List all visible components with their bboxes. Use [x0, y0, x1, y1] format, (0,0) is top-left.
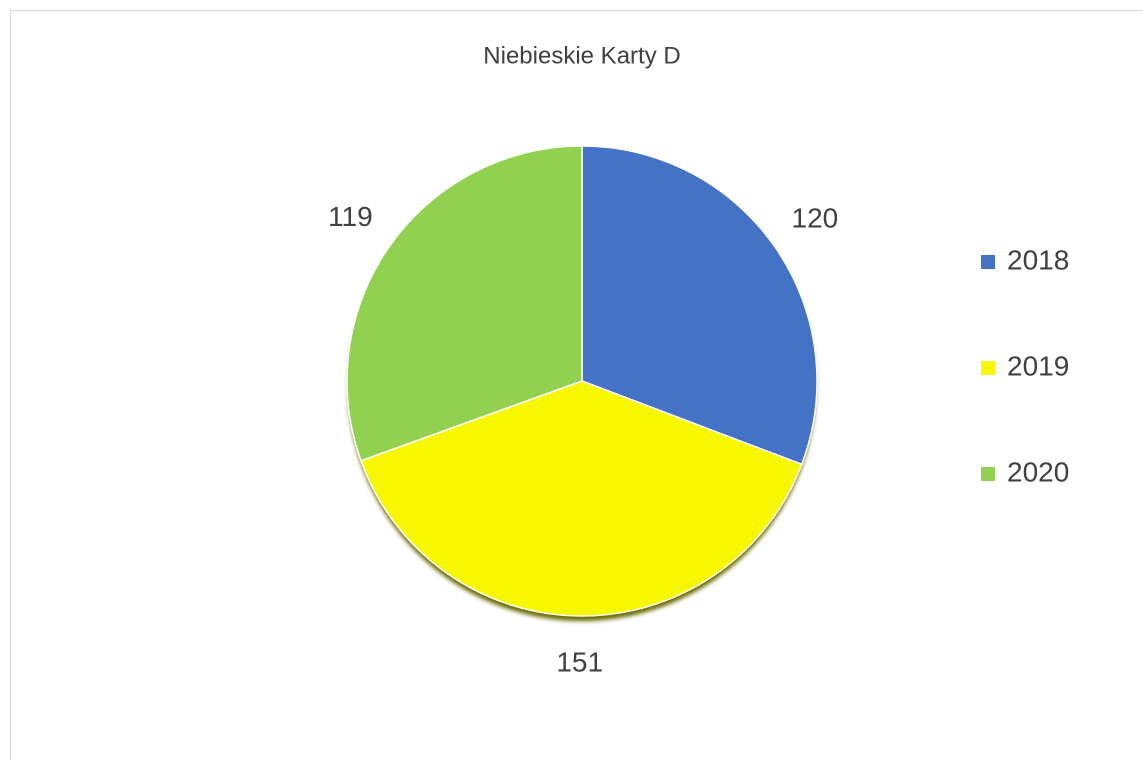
- data-label: 120: [792, 203, 839, 234]
- chart-title: Niebieskie Karty D: [483, 42, 680, 69]
- pie-slice: [581, 145, 818, 466]
- legend-label: 2018: [1007, 244, 1069, 275]
- legend-label: 2020: [1007, 456, 1069, 487]
- legend-swatch: [981, 361, 995, 375]
- data-label: 119: [328, 201, 373, 232]
- legend-swatch: [981, 255, 995, 269]
- pie-slice: [359, 380, 803, 617]
- pie-slice: [346, 145, 583, 462]
- legend-label: 2019: [1007, 350, 1069, 381]
- legend-swatch: [981, 467, 995, 481]
- data-label: 151: [556, 646, 603, 677]
